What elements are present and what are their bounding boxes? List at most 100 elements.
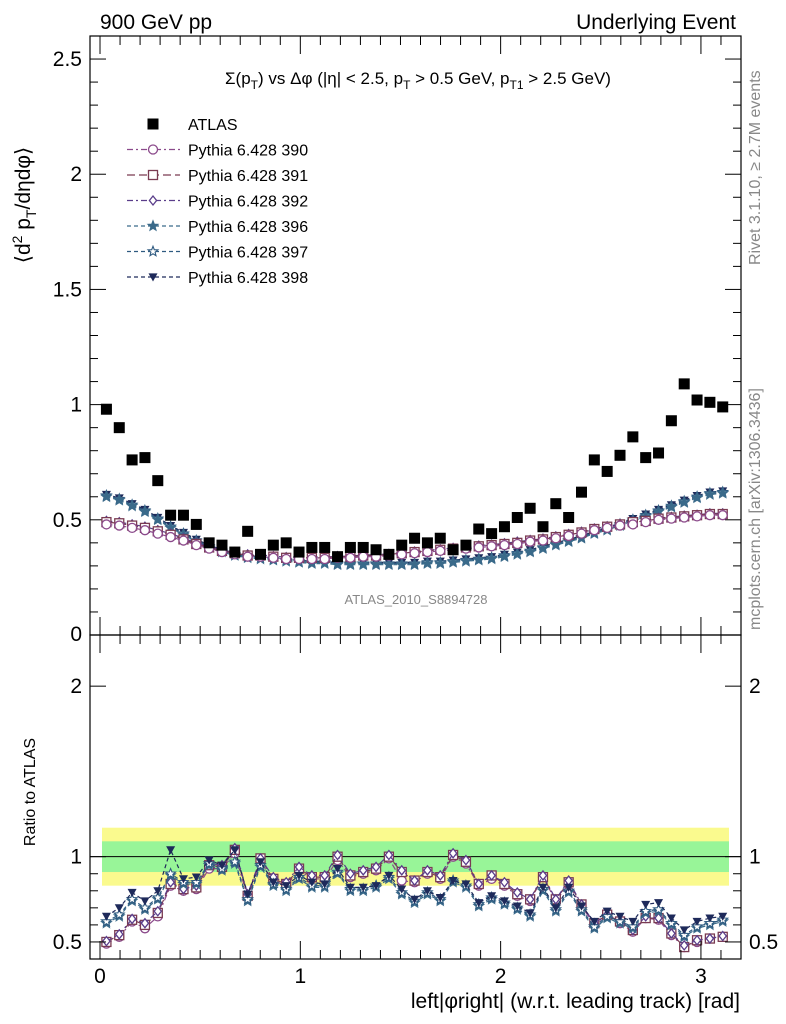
data-point	[473, 523, 485, 535]
series-atlas	[100, 378, 729, 563]
ratio-point	[333, 865, 343, 874]
data-point	[459, 554, 473, 567]
data-point	[100, 490, 113, 503]
data-point	[666, 513, 677, 524]
data-point	[446, 555, 460, 568]
ratio-point	[396, 875, 407, 886]
data-point	[703, 487, 717, 500]
ratio-point	[217, 861, 227, 870]
ratio-point	[692, 917, 702, 926]
ratio-point	[410, 875, 420, 887]
data-point	[691, 511, 703, 522]
ratio-xtick-label: 0	[94, 965, 106, 988]
ratio-point	[268, 878, 278, 887]
data-point	[125, 499, 139, 512]
main-ytick-label: 1	[70, 394, 82, 417]
ratio-point	[358, 864, 368, 876]
data-point	[178, 535, 189, 546]
main-title: Σ(pT​) vs Δφ (|η| < 2.5, pT​ > 0.5 GeV, …	[225, 69, 611, 92]
data-point	[190, 518, 202, 530]
ratio-point	[320, 880, 330, 889]
ratio-point	[190, 875, 203, 888]
ratio-point	[100, 914, 113, 927]
data-point	[562, 535, 576, 548]
data-point	[602, 522, 613, 534]
data-point	[499, 540, 510, 551]
data-point	[114, 520, 125, 531]
ratio-point	[127, 888, 137, 897]
ratio-point	[371, 882, 381, 891]
ratio-point	[448, 847, 458, 859]
main-axis-ticks: 0.5 1 1.5 2 2.5 0	[53, 36, 741, 646]
data-point	[498, 550, 511, 563]
data-point	[293, 546, 305, 558]
ratio-point	[589, 917, 599, 926]
data-point	[242, 551, 253, 562]
ratio-point	[538, 869, 548, 881]
ratio-point	[435, 869, 445, 881]
ratio-point	[164, 867, 177, 880]
data-point	[614, 520, 626, 531]
ratio-point	[487, 892, 497, 901]
data-point	[112, 493, 126, 506]
data-point	[523, 545, 537, 558]
ratio-point	[114, 904, 124, 913]
ratio-point	[679, 939, 689, 951]
main-ylabel: ⟨d2​ pT​/dηdφ⟩	[9, 147, 39, 263]
data-point	[665, 500, 678, 513]
main-ytick-label: 0.5	[53, 509, 82, 532]
data-point	[151, 513, 165, 526]
ratio-panel: 0.5 0.5 1 1 2 2 0 1 2 3 Ratio to ATLAS left|φrigh…	[22, 634, 778, 1013]
data-point	[152, 528, 163, 539]
data-point	[332, 551, 344, 563]
data-point	[306, 541, 318, 553]
data-point	[268, 552, 279, 563]
data-point	[421, 556, 434, 570]
data-point	[588, 454, 600, 466]
ratio-xtick-label: 3	[695, 965, 707, 988]
legend-label: Pythia 6.428 392	[188, 194, 308, 211]
ratio-point	[654, 899, 664, 908]
data-point	[165, 531, 176, 543]
ratio-point	[474, 878, 484, 890]
ratio-point	[281, 882, 291, 891]
ratio-point	[679, 926, 689, 935]
ratio-point	[690, 919, 704, 933]
data-point	[627, 519, 639, 530]
ratio-point	[241, 892, 255, 905]
data-point	[345, 552, 356, 563]
data-point	[344, 558, 357, 571]
data-point	[614, 449, 626, 461]
ratio-point	[641, 900, 651, 909]
ratio-point	[422, 887, 432, 896]
x-axis-label: left|φright| (w.r.t. leading track) [rad…	[411, 990, 740, 1013]
data-point	[537, 521, 549, 533]
data-point	[653, 447, 665, 459]
data-point	[396, 539, 408, 551]
ratio-point	[140, 917, 150, 929]
data-point	[139, 452, 151, 464]
data-point	[229, 546, 241, 558]
ratio-point	[127, 913, 137, 925]
ratio-point	[397, 885, 407, 894]
ratio-point	[705, 914, 715, 923]
ratio-point	[166, 846, 176, 855]
data-point	[203, 537, 215, 549]
data-point	[434, 532, 446, 544]
ratio-point	[692, 934, 702, 946]
legend-marker	[147, 144, 159, 155]
watermark: ATLAS_2010_S8894728	[345, 592, 488, 607]
data-point	[113, 422, 125, 434]
data-point	[549, 538, 563, 551]
data-point	[421, 537, 433, 549]
ratio-point	[151, 890, 165, 904]
data-point	[409, 548, 420, 559]
data-point	[139, 525, 151, 536]
ratio-point	[333, 849, 342, 861]
ratio-point	[138, 901, 152, 914]
data-point	[101, 519, 112, 530]
ratio-point	[178, 875, 188, 884]
ratio-point	[587, 919, 601, 933]
data-point	[191, 540, 202, 551]
data-point	[216, 539, 228, 551]
